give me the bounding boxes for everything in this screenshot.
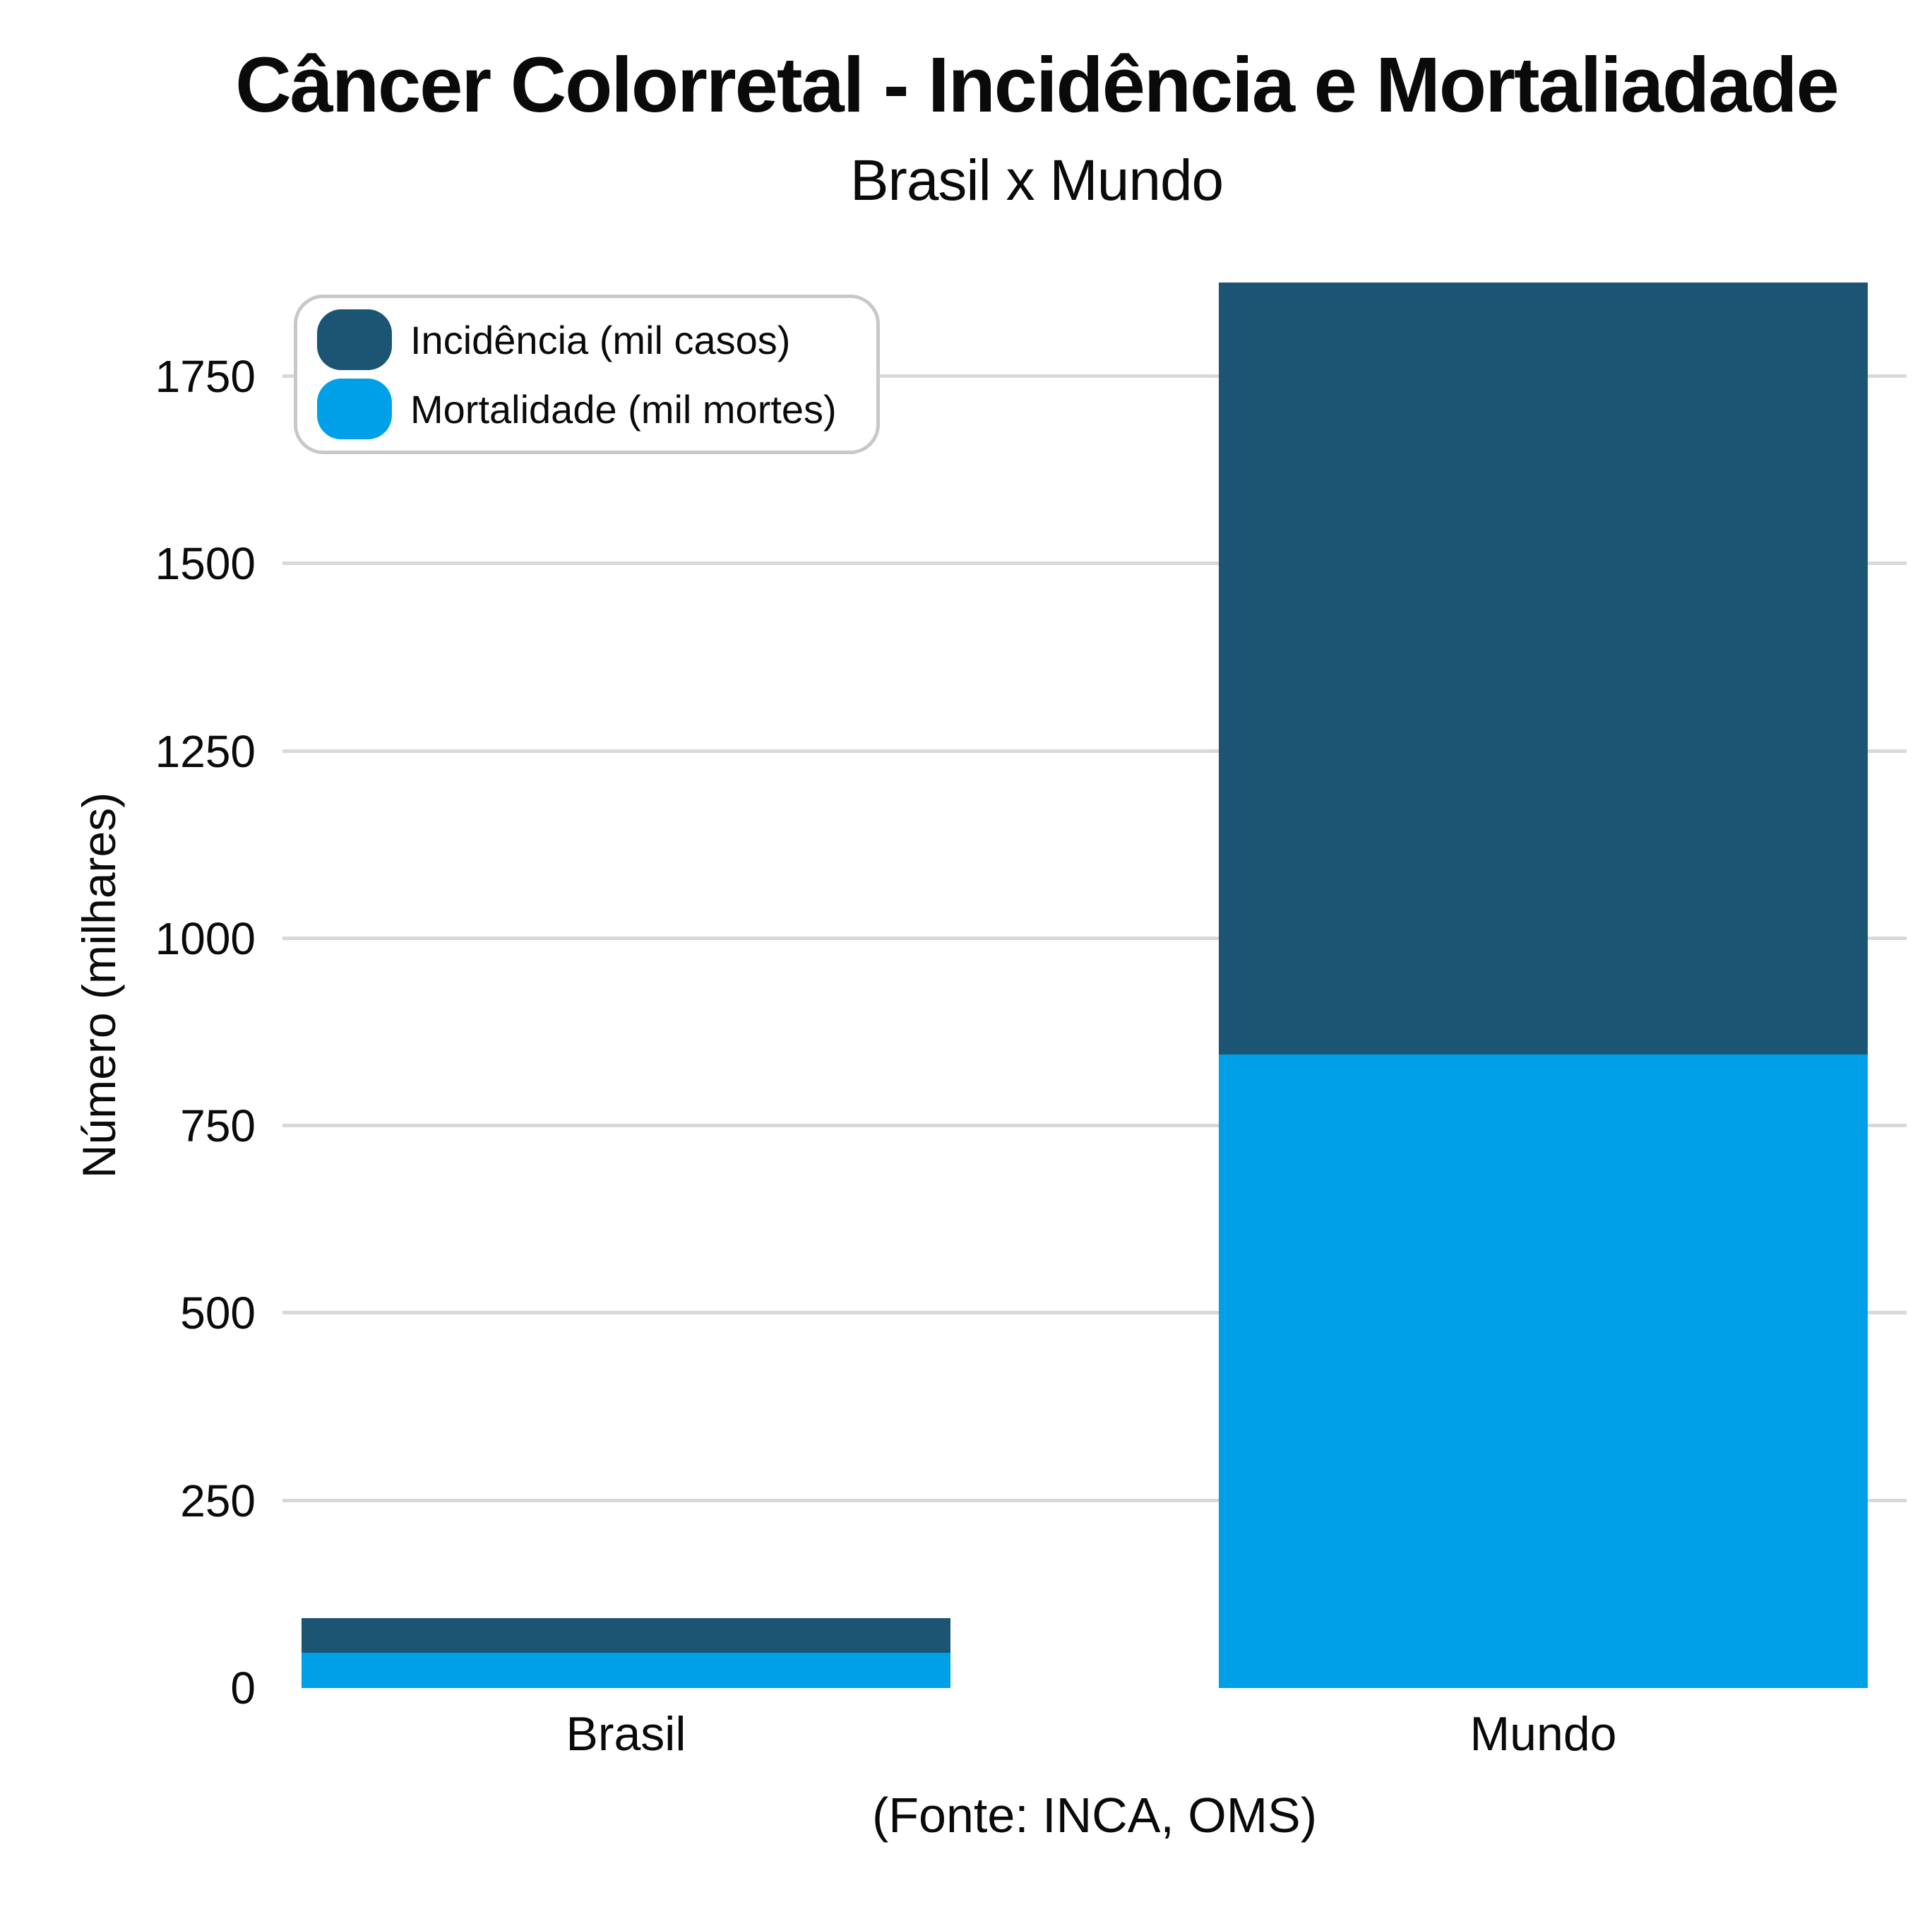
- y-tick-label-500: 500: [180, 1288, 256, 1339]
- x-tick-label-mundo: Mundo: [1469, 1707, 1617, 1761]
- y-tick-label-1250: 1250: [155, 725, 256, 777]
- y-tick-label-750: 750: [180, 1100, 256, 1152]
- legend-item-incidencia: Incidência (mil casos): [317, 309, 837, 370]
- bar-mortalidade-mundo: [1219, 1055, 1868, 1688]
- plot-area: 0 250 500 750 1000 1250 1500 1750 Brasil Mundo Inc…: [155, 279, 1907, 1761]
- legend-item-mortalidade: Mortalidade (mil mortes): [317, 379, 837, 439]
- legend: Incidência (mil casos) Mortalidade (mil m…: [294, 295, 880, 454]
- gridline-1500: [282, 562, 1907, 566]
- gridline-500: [282, 1311, 1907, 1315]
- legend-swatch-icon: [317, 379, 392, 439]
- bar-group-brasil: [302, 279, 950, 1688]
- gridline-1750: [282, 374, 1907, 378]
- y-tick-label-0: 0: [230, 1663, 256, 1713]
- gridline-1000: [282, 936, 1907, 940]
- y-tick-label-250: 250: [180, 1475, 256, 1526]
- x-tick-label-brasil: Brasil: [566, 1707, 686, 1761]
- source-note: (Fonte: INCA, OMS): [871, 1788, 1318, 1843]
- chart-subtitle: Brasil x Mundo: [849, 148, 1224, 213]
- chart-header: Câncer Colorretal - Incidência e Mortali…: [141, 42, 1932, 214]
- gridline-250: [282, 1498, 1907, 1502]
- y-tick-label-1750: 1750: [155, 350, 256, 402]
- y-tick-label-1000: 1000: [155, 913, 256, 964]
- bar-mortalidade-brasil: [302, 1653, 950, 1688]
- gridline-1250: [282, 749, 1907, 753]
- legend-swatch-icon: [317, 309, 392, 370]
- y-tick-label-1500: 1500: [155, 538, 256, 590]
- bar-group-mundo: [1219, 279, 1868, 1688]
- chart-title: Câncer Colorretal - Incidência e Mortali…: [235, 42, 1839, 129]
- gridline-750: [282, 1124, 1907, 1128]
- legend-label: Mortalidade (mil mortes): [410, 386, 837, 432]
- legend-label: Incidência (mil casos): [410, 317, 791, 362]
- y-axis-title: Número (milhares): [73, 792, 125, 1179]
